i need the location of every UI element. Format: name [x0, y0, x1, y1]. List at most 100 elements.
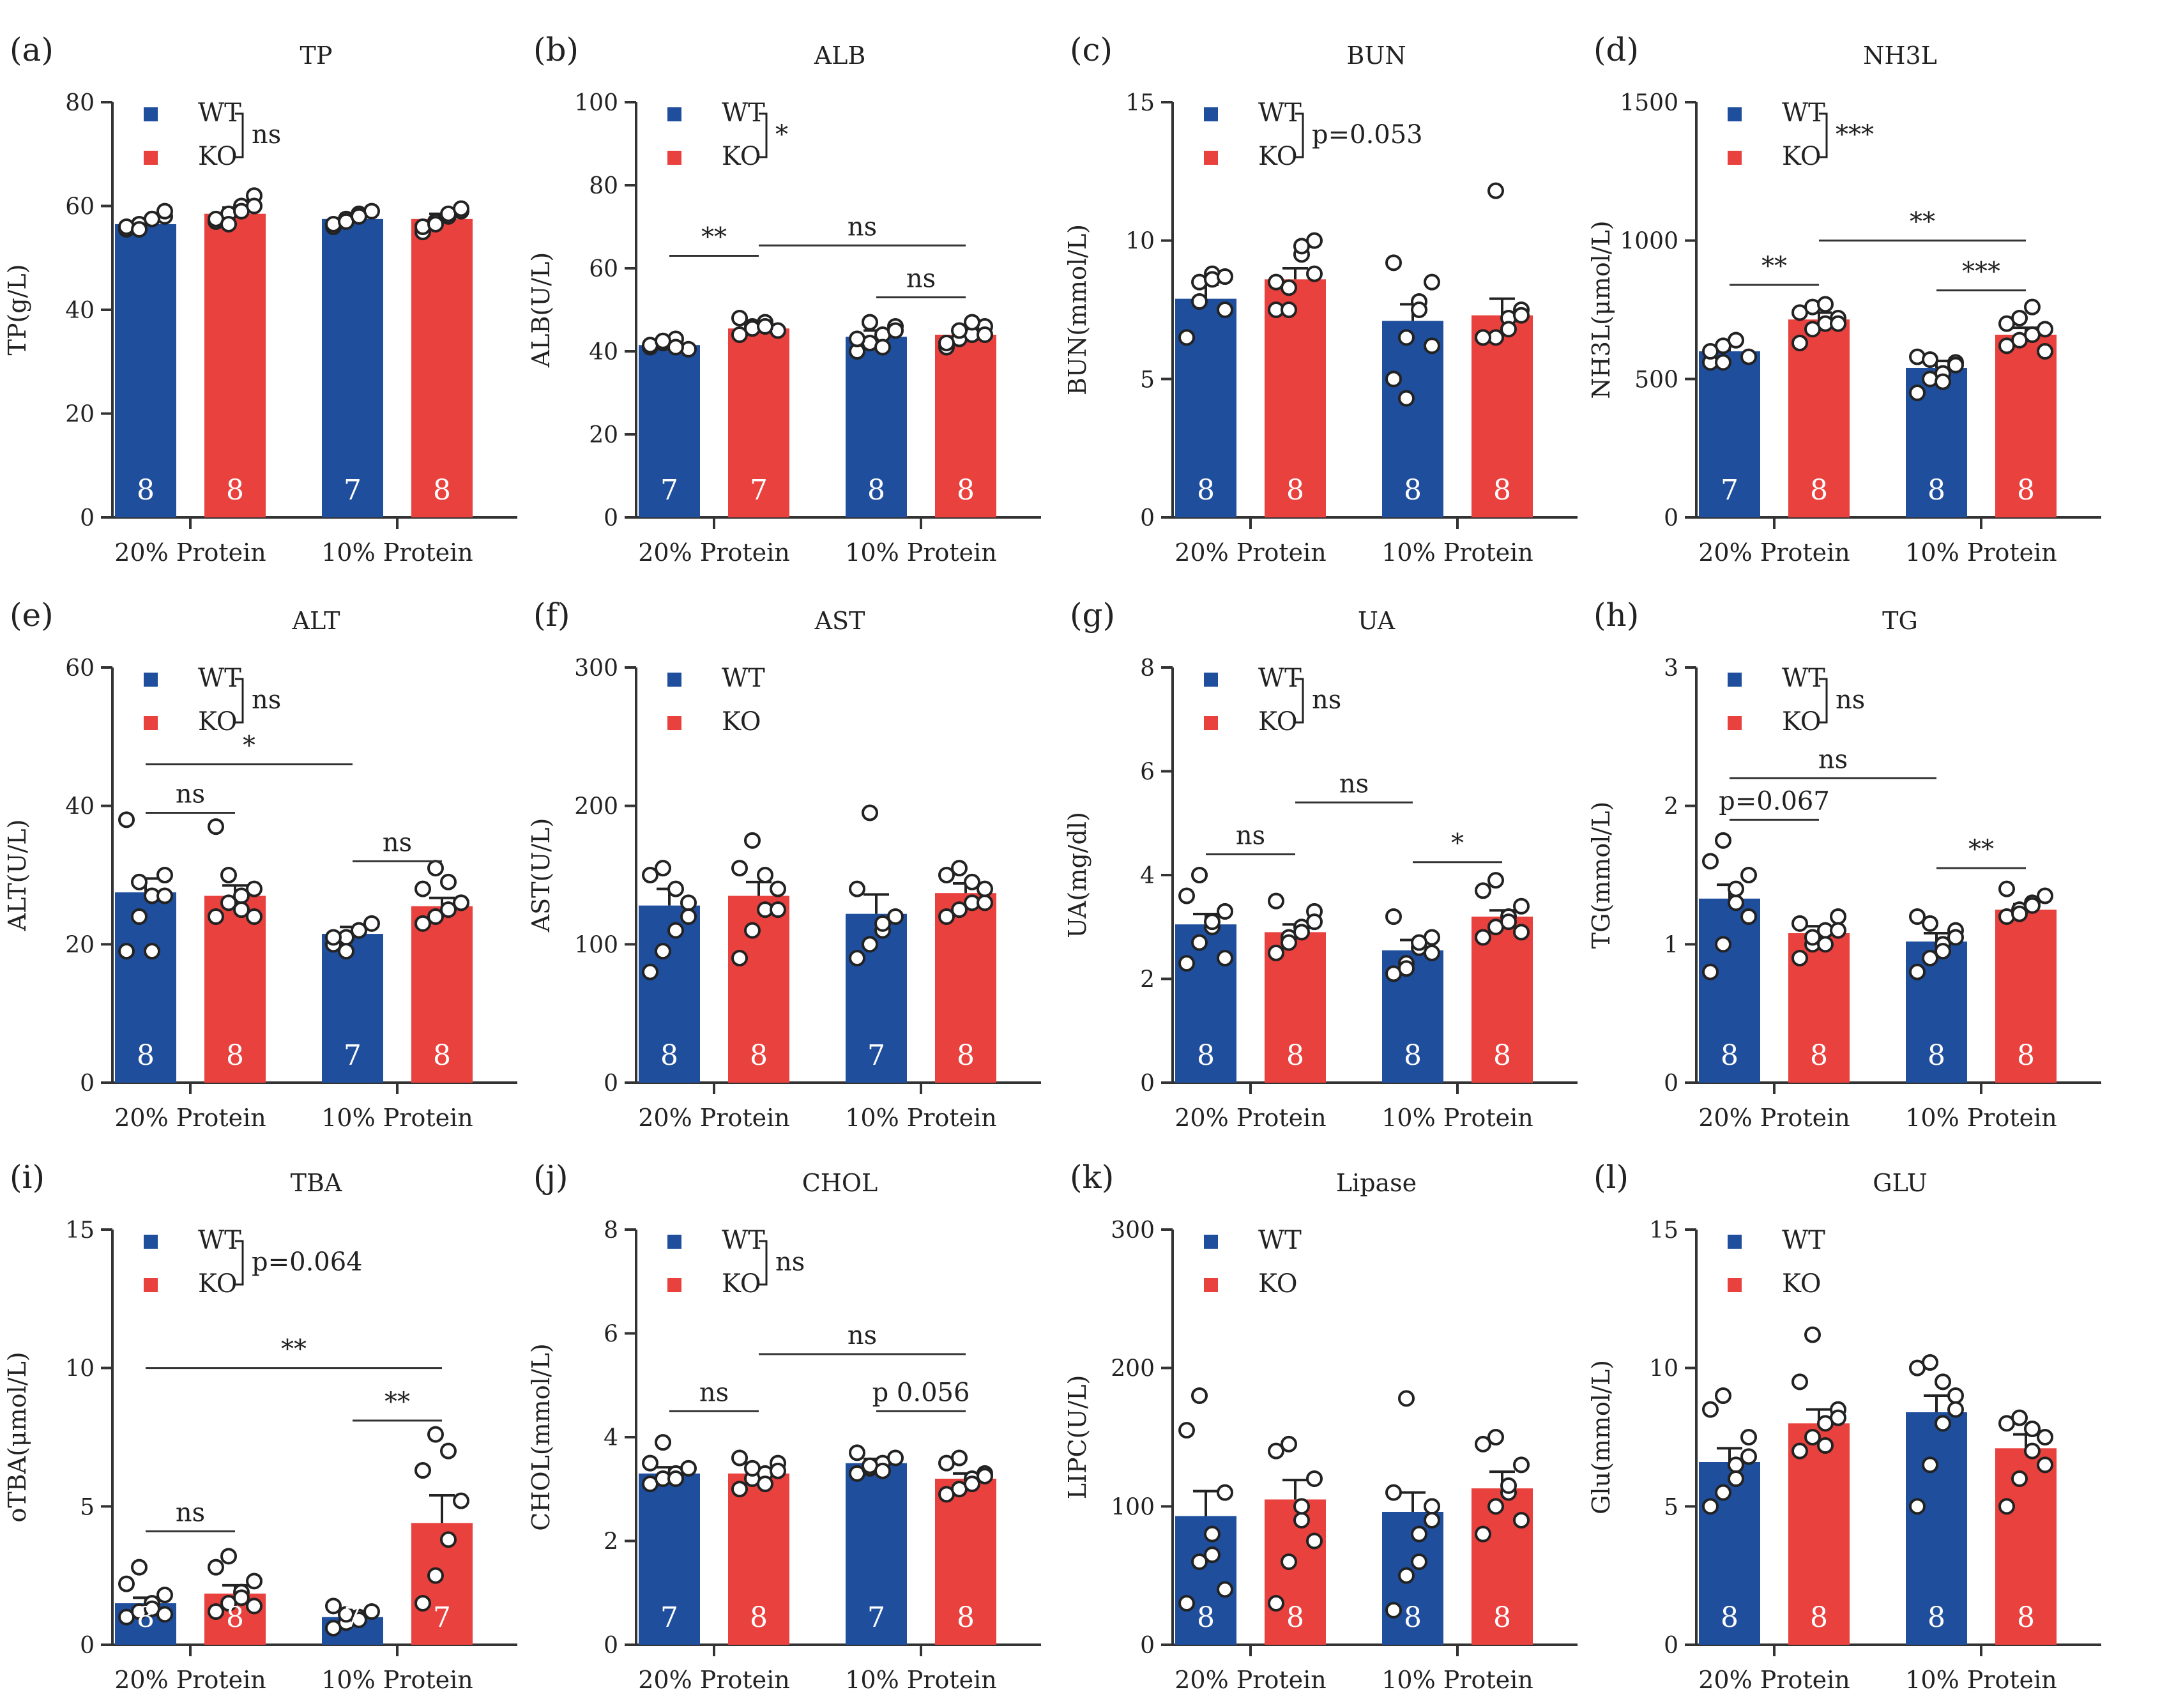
data-point [1191, 867, 1208, 883]
data-point [951, 1449, 968, 1467]
panel-label: (k) [1070, 1159, 1114, 1196]
y-tick-label: 20 [65, 402, 95, 428]
data-point [246, 908, 262, 925]
y-axis-label: CHOL(mmol/L) [527, 1343, 555, 1530]
bar-ko-10 [1995, 910, 2057, 1083]
n-label: 8 [660, 1039, 678, 1072]
panel-label: (h) [1593, 597, 1639, 634]
bar-wt-10 [322, 934, 383, 1083]
legend-label-wt: WT [1258, 1226, 1302, 1255]
bar-wt-20 [639, 345, 700, 517]
data-point [1702, 343, 1719, 360]
data-point [1500, 913, 1517, 931]
data-point [1947, 356, 1964, 374]
n-label: 8 [1404, 1039, 1422, 1072]
legend-annotation: *** [1836, 120, 1874, 149]
data-point [1804, 1326, 1821, 1343]
data-point [680, 908, 697, 925]
panel-label: (c) [1070, 31, 1113, 68]
data-point [1217, 1484, 1233, 1501]
data-point [744, 922, 761, 939]
data-point [1740, 1429, 1757, 1445]
y-tick-label: 5 [1140, 367, 1155, 393]
y-axis-label: UA(mg/dl) [1063, 812, 1091, 938]
data-point [1424, 337, 1440, 355]
data-point [2037, 343, 2053, 360]
data-point [144, 943, 160, 960]
data-point [667, 1470, 684, 1487]
data-point [1281, 934, 1297, 951]
legend-label-wt: WT [722, 1226, 765, 1255]
y-tick-label: 100 [574, 90, 618, 116]
data-point [680, 894, 697, 911]
data-point [427, 215, 444, 233]
sig-label: ** [701, 223, 727, 252]
y-tick-label: 6 [604, 1322, 618, 1348]
legend-label-ko: KO [1782, 1269, 1822, 1299]
y-tick-label: 20 [589, 422, 618, 448]
n-label: 8 [1493, 474, 1511, 507]
data-point [770, 880, 786, 897]
legend-swatch-ko [1204, 1278, 1218, 1292]
data-point [1728, 332, 1744, 349]
bar-ko-10 [1472, 315, 1533, 517]
bar-ko-20 [204, 896, 266, 1083]
data-point [1178, 329, 1195, 346]
data-point [1947, 929, 1964, 946]
sig-label: ** [1968, 835, 1994, 864]
data-point [1487, 872, 1504, 889]
panel-label: (j) [533, 1159, 568, 1196]
data-point [325, 929, 342, 946]
chart-title: TG [1882, 607, 1918, 635]
panel-g: (g) UA 0 2 4 6 8 UA(mg/dl) 20% Protein 10% Protei… [1063, 597, 1578, 1132]
n-label: 7 [750, 474, 768, 507]
y-axis-label: oTBA(μmol/L) [3, 1352, 31, 1522]
n-label: 8 [1928, 474, 1945, 507]
data-point [2037, 887, 2053, 904]
data-point [1513, 924, 1530, 941]
sig-label: ns [848, 1321, 877, 1350]
x-tick-label: 10% Protein [1905, 538, 2057, 567]
y-tick-label: 0 [1664, 1633, 1678, 1659]
y-tick-label: 5 [1664, 1494, 1678, 1520]
y-axis-label: AST(U/L) [527, 818, 555, 933]
data-point [1791, 915, 1808, 932]
data-point [118, 811, 135, 828]
legend-label-ko: KO [1258, 1269, 1298, 1299]
chart-title: NH3L [1863, 42, 1937, 70]
legend-label-ko: KO [722, 707, 761, 736]
legend-label-ko: KO [1782, 707, 1822, 736]
sig-label: ns [699, 1378, 729, 1407]
n-label: 8 [1928, 1601, 1945, 1634]
n-label: 8 [226, 1601, 244, 1634]
legend-swatch-wt [144, 107, 158, 121]
y-tick-label: 100 [574, 932, 618, 958]
data-point [1411, 934, 1427, 951]
data-point [655, 1434, 671, 1451]
data-point [1306, 913, 1323, 931]
n-label: 8 [226, 474, 244, 507]
data-point [1268, 944, 1284, 961]
data-point [1830, 315, 1846, 332]
x-tick-label: 10% Protein [845, 538, 997, 567]
data-point [731, 1481, 748, 1498]
data-point [1922, 950, 1938, 966]
data-point [1487, 182, 1504, 199]
data-point [246, 197, 262, 215]
data-point [1191, 1553, 1208, 1570]
panel-i: (i) TBA 0 5 10 15 oTBA(μmol/L) 20% Protein 10% P… [3, 1159, 517, 1694]
data-point [208, 818, 224, 835]
data-point [2024, 1421, 2041, 1437]
data-point [1424, 1498, 1440, 1515]
n-label: 7 [867, 1601, 885, 1634]
data-point [1268, 892, 1284, 910]
data-point [1935, 1373, 1951, 1391]
data-point [338, 943, 354, 960]
data-point [440, 873, 457, 890]
legend-swatch-wt [667, 1235, 681, 1249]
bar-ko-10 [935, 335, 996, 517]
data-point [1922, 1354, 1938, 1371]
n-label: 8 [1928, 1039, 1945, 1072]
legend-swatch-ko [144, 716, 158, 730]
data-point [1513, 897, 1530, 915]
